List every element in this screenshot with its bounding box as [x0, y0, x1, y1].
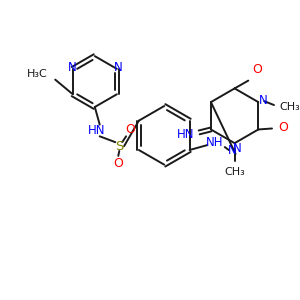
Text: N: N	[259, 94, 268, 106]
Text: O: O	[125, 123, 135, 136]
Text: HN: HN	[88, 124, 106, 137]
Text: H₃C: H₃C	[27, 69, 47, 79]
Text: O: O	[252, 63, 262, 76]
Text: HN: HN	[177, 128, 194, 141]
Text: O: O	[113, 157, 123, 170]
Text: S: S	[115, 140, 123, 153]
Text: CH₃: CH₃	[224, 167, 245, 178]
Text: O: O	[278, 121, 288, 134]
Text: N: N	[113, 61, 122, 74]
Text: NH: NH	[206, 136, 224, 149]
Text: CH₃: CH₃	[279, 102, 300, 112]
Text: N: N	[228, 145, 237, 158]
Text: N: N	[68, 61, 76, 74]
Text: N: N	[233, 142, 242, 154]
